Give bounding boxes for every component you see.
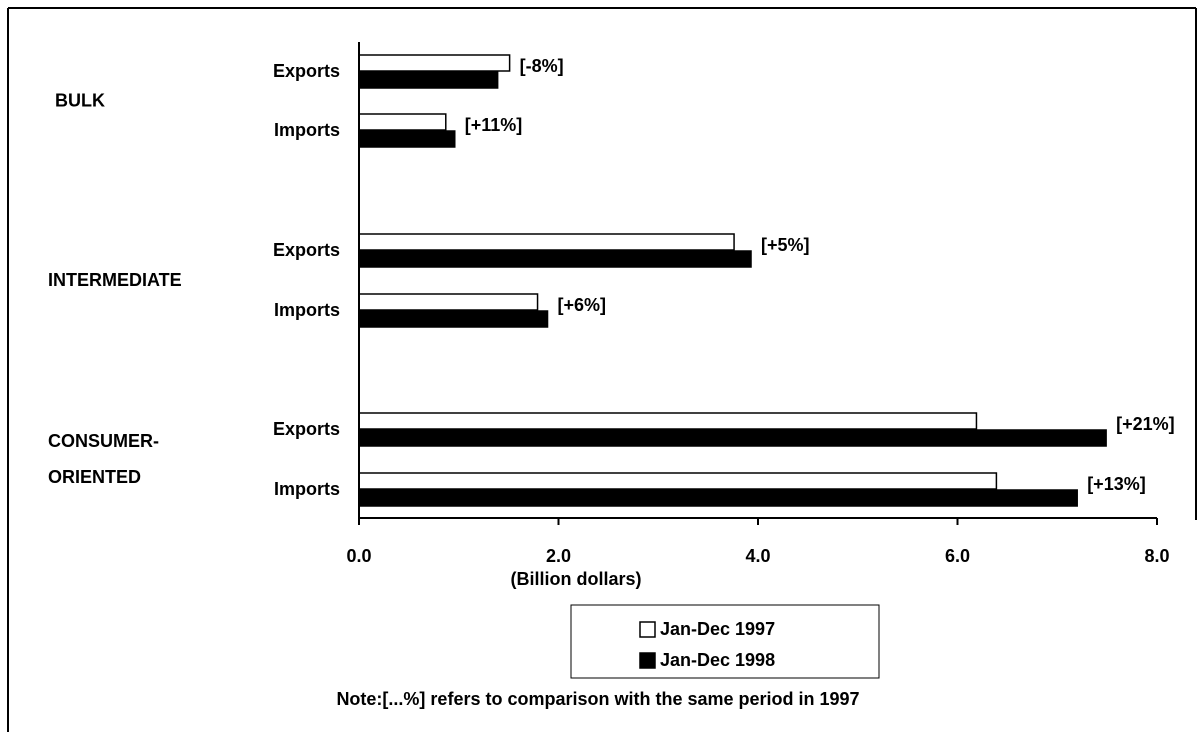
annotation: [+5%] <box>761 235 810 255</box>
x-tick-label: 6.0 <box>945 546 970 566</box>
bar <box>358 54 511 72</box>
y-tick-label: Imports <box>274 300 340 320</box>
y-tick-label: Exports <box>273 419 340 439</box>
legend-label: Jan-Dec 1998 <box>660 650 775 670</box>
annotation: [+6%] <box>558 295 607 315</box>
x-axis-label: (Billion dollars) <box>510 569 641 589</box>
legend <box>570 604 880 679</box>
note: Note:[...%] refers to comparison with th… <box>336 689 859 709</box>
bar <box>358 429 1107 447</box>
legend-label: Jan-Dec 1997 <box>660 619 775 639</box>
bar <box>358 310 549 328</box>
bar <box>358 250 752 268</box>
annotation: [+11%] <box>465 115 523 135</box>
x-tick-label: 8.0 <box>1144 546 1169 566</box>
y-tick-label: Imports <box>274 479 340 499</box>
bar <box>358 293 539 311</box>
group-label: BULK <box>55 90 105 110</box>
group-label: ORIENTED <box>48 467 141 487</box>
y-tick-label: Exports <box>273 61 340 81</box>
y-tick-label: Imports <box>274 120 340 140</box>
bar <box>358 472 998 490</box>
bar <box>358 113 447 131</box>
y-tick-label: Exports <box>273 240 340 260</box>
bar <box>358 412 978 430</box>
x-tick-label: 4.0 <box>745 546 770 566</box>
x-tick-label: 0.0 <box>346 546 371 566</box>
x-tick-label: 2.0 <box>546 546 571 566</box>
bar <box>358 130 456 148</box>
annotation: [+13%] <box>1087 474 1146 494</box>
annotation: [+21%] <box>1116 414 1175 434</box>
legend-swatch <box>639 652 656 669</box>
bar <box>358 489 1078 507</box>
legend-swatch <box>639 621 656 638</box>
bar <box>358 233 735 251</box>
group-label: INTERMEDIATE <box>48 270 182 290</box>
bar <box>358 71 499 89</box>
annotation: [-8%] <box>520 56 564 76</box>
group-label: CONSUMER- <box>48 431 159 451</box>
